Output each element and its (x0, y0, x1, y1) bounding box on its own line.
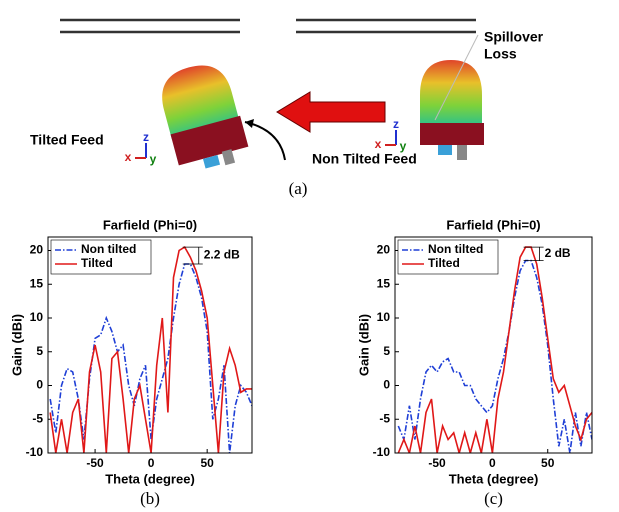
series-line (49, 263, 252, 453)
chart-title: Farfield (Phi=0) (446, 217, 540, 232)
curved-arrow (244, 121, 286, 161)
y-tick-label: 20 (377, 243, 391, 257)
axis-letter: z (143, 130, 149, 144)
legend-box (50, 239, 152, 275)
legend-box (397, 239, 499, 275)
series-line (397, 246, 592, 453)
x-tick-label: 50 (200, 456, 214, 470)
y-axis-label: Gain (dBi) (9, 314, 24, 376)
x-axis-label: Theta (degree) (105, 471, 195, 486)
x-tick-label: 0 (489, 456, 496, 470)
curved-arrow-head (245, 119, 254, 128)
axis-letter: y (400, 139, 407, 153)
y-tick-label: -10 (373, 445, 391, 459)
y-axis-label: Gain (dBi) (356, 314, 371, 376)
y-tick-label: 10 (30, 310, 44, 324)
plot-area (397, 246, 592, 453)
big-arrow (276, 91, 386, 133)
annotation: 2.2 dB (204, 248, 240, 262)
annotation: 2 dB (545, 246, 571, 260)
x-tick-label: 50 (541, 456, 555, 470)
y-tick-label: -5 (379, 411, 390, 425)
axes-box (47, 236, 253, 454)
chart-title: Farfield (Phi=0) (103, 217, 197, 232)
axis-letter: x (125, 150, 132, 164)
tilted-label: Tilted Feed (30, 132, 104, 148)
axes-box (394, 236, 593, 454)
axis-letter: z (393, 117, 399, 131)
y-tick-label: 0 (383, 378, 390, 392)
caption: (a) (289, 179, 308, 198)
y-tick-label: 20 (30, 243, 44, 257)
non-tilted-feed (420, 60, 484, 160)
y-tick-label: 10 (377, 310, 391, 324)
axis-letter: y (150, 152, 157, 166)
non-tilted-label: Non Tilted Feed (312, 151, 417, 167)
spillover-line (434, 34, 479, 121)
x-tick-label: -50 (86, 456, 104, 470)
x-tick-label: 0 (148, 456, 155, 470)
series-line (397, 259, 592, 453)
series-line (49, 245, 252, 453)
legend-label: Tilted (428, 256, 460, 270)
spillover-label: Loss (484, 46, 517, 62)
axis-letter: x (375, 137, 382, 151)
legend-label: Tilted (81, 256, 113, 270)
y-tick-label: 15 (30, 276, 44, 290)
legend-label: Non tilted (428, 242, 483, 256)
y-tick-label: -10 (26, 445, 44, 459)
y-tick-label: 0 (36, 378, 43, 392)
y-tick-label: 15 (377, 276, 391, 290)
caption: (b) (140, 489, 160, 508)
x-tick-label: -50 (428, 456, 446, 470)
reflectors (60, 18, 476, 34)
y-tick-label: -5 (32, 411, 43, 425)
tilted-feed (162, 65, 249, 169)
spillover-label: Spillover (484, 29, 544, 45)
plot-area (49, 245, 252, 453)
y-tick-label: 5 (36, 344, 43, 358)
x-axis-label: Theta (degree) (449, 471, 539, 486)
caption: (c) (484, 489, 503, 508)
legend-label: Non tilted (81, 242, 136, 256)
y-tick-label: 5 (383, 344, 390, 358)
axis-triad: z x y z x y (125, 117, 407, 166)
